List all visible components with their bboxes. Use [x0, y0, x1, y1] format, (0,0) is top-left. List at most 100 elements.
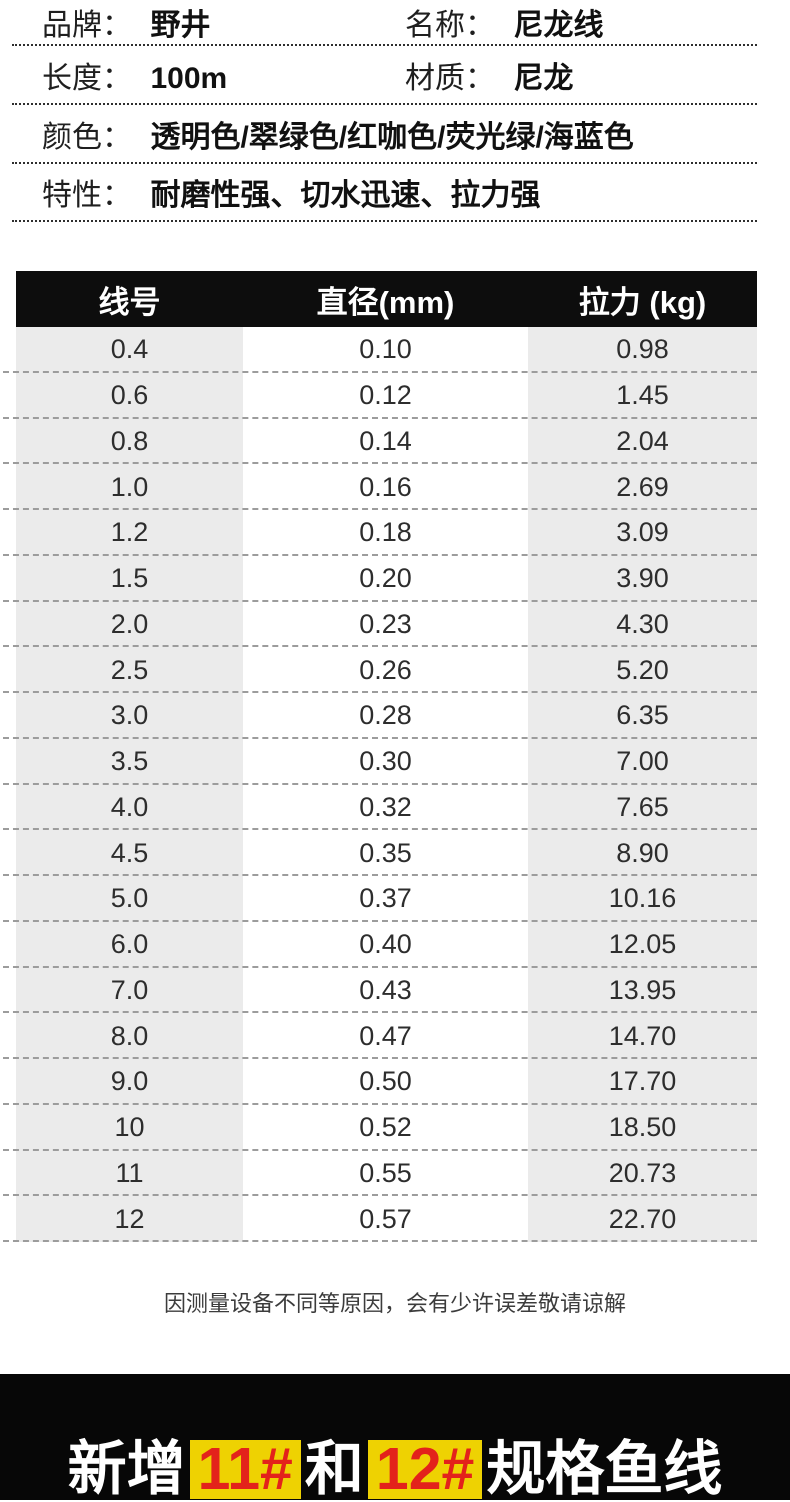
- cell-strength: 5.20: [528, 647, 757, 693]
- cell-strength: 12.05: [528, 921, 757, 968]
- banner-segment-highlight-11: 11#: [189, 1440, 301, 1499]
- cell-strength: 2.04: [528, 418, 757, 465]
- cell-strength: 14.70: [528, 1013, 757, 1059]
- cell-diameter: 0.37: [243, 876, 528, 922]
- banner-segment: 规格鱼线: [486, 1436, 723, 1502]
- cell-strength: 3.90: [528, 555, 757, 602]
- table-row: 0.4 0.10 0.98: [3, 327, 757, 373]
- material-value: 尼龙: [513, 61, 574, 95]
- product-info-section: 品牌： 野井 名称： 尼龙线 长度： 100m 材质： 尼龙 颜色： 透明色/翠…: [0, 0, 790, 222]
- cell-diameter: 0.57: [243, 1196, 528, 1242]
- cell-line-number: 4.5: [16, 830, 243, 876]
- info-row-length-material: 长度： 100m 材质： 尼龙: [12, 46, 757, 105]
- cell-line-number: 1.2: [16, 510, 243, 556]
- material-label: 材质：: [405, 61, 495, 95]
- info-row-brand-name: 品牌： 野井 名称： 尼龙线: [12, 0, 757, 46]
- cell-strength: 22.70: [528, 1196, 757, 1242]
- cell-line-number: 3.0: [16, 693, 243, 739]
- table-row: 10 0.52 18.50: [3, 1104, 757, 1151]
- cell-diameter: 0.52: [243, 1104, 528, 1151]
- field-name: 名称： 尼龙线: [405, 0, 603, 44]
- cell-line-number: 1.5: [16, 555, 243, 602]
- cell-strength: 2.69: [528, 464, 757, 510]
- cell-strength: 4.30: [528, 601, 757, 648]
- table-row: 5.0 0.37 10.16: [3, 876, 757, 922]
- cell-strength: 17.70: [528, 1059, 757, 1105]
- cell-line-number: 2.5: [16, 647, 243, 693]
- header-line-number: 线号: [98, 284, 161, 320]
- cell-diameter: 0.23: [243, 601, 528, 648]
- table-row: 4.5 0.35 8.90: [3, 830, 757, 876]
- cell-line-number: 10: [16, 1104, 243, 1151]
- table-row: 3.5 0.30 7.00: [3, 738, 757, 785]
- table-row: 4.0 0.32 7.65: [3, 784, 757, 831]
- cell-diameter: 0.20: [243, 555, 528, 602]
- cell-diameter: 0.30: [243, 738, 528, 785]
- color-label: 颜色：: [42, 120, 132, 154]
- cell-strength: 3.09: [528, 510, 757, 556]
- banner-segment: 和: [304, 1436, 364, 1502]
- header-diameter: 直径(mm): [316, 284, 455, 320]
- field-color: 颜色： 透明色/翠绿色/红咖色/荧光绿/海蓝色: [42, 112, 634, 156]
- cell-strength: 6.35: [528, 693, 757, 739]
- cell-line-number: 7.0: [16, 967, 243, 1014]
- table-row: 0.6 0.12 1.45: [3, 372, 757, 419]
- name-label: 名称：: [405, 9, 495, 42]
- table-row: 0.8 0.14 2.04: [3, 418, 757, 465]
- cell-strength: 8.90: [528, 830, 757, 876]
- cell-diameter: 0.16: [243, 464, 528, 510]
- field-length: 长度： 100m: [42, 53, 227, 97]
- cell-diameter: 0.10: [243, 327, 528, 373]
- table-row: 1.5 0.20 3.90: [3, 555, 757, 602]
- table-row: 6.0 0.40 12.05: [3, 921, 757, 968]
- table-row: 2.5 0.26 5.20: [3, 647, 757, 693]
- table-row: 11 0.55 20.73: [3, 1150, 757, 1197]
- cell-strength: 1.45: [528, 372, 757, 419]
- cell-strength: 20.73: [528, 1150, 757, 1197]
- table-row: 1.0 0.16 2.69: [3, 464, 757, 510]
- cell-line-number: 0.6: [16, 372, 243, 419]
- info-row-features: 特性： 耐磨性强、切水迅速、拉力强: [12, 164, 757, 222]
- field-features: 特性： 耐磨性强、切水迅速、拉力强: [42, 170, 540, 214]
- cell-diameter: 0.47: [243, 1013, 528, 1059]
- cell-line-number: 4.0: [16, 784, 243, 831]
- table-row: 7.0 0.43 13.95: [3, 967, 757, 1014]
- cell-strength: 0.98: [528, 327, 757, 373]
- brand-label: 品牌：: [42, 9, 132, 42]
- table-row: 12 0.57 22.70: [3, 1196, 757, 1242]
- table-row: 1.2 0.18 3.09: [3, 510, 757, 556]
- features-label: 特性：: [42, 179, 132, 212]
- cell-strength: 18.50: [528, 1104, 757, 1151]
- field-brand: 品牌： 野井: [42, 0, 210, 44]
- cell-line-number: 0.8: [16, 418, 243, 465]
- bottom-banner: 新增 11# 和 12# 规格鱼线: [0, 1374, 790, 1500]
- length-value: 100m: [150, 61, 228, 95]
- table-row: 9.0 0.50 17.70: [3, 1059, 757, 1105]
- banner-segment-highlight-12: 12#: [367, 1440, 483, 1499]
- cell-diameter: 0.32: [243, 784, 528, 831]
- cell-line-number: 9.0: [16, 1059, 243, 1105]
- table-row: 3.0 0.28 6.35: [3, 693, 757, 739]
- field-material: 材质： 尼龙: [405, 53, 573, 97]
- cell-diameter: 0.43: [243, 967, 528, 1014]
- cell-diameter: 0.26: [243, 647, 528, 693]
- features-value: 耐磨性强、切水迅速、拉力强: [150, 179, 541, 212]
- banner-text: 新增 11# 和 12# 规格鱼线: [0, 1440, 790, 1499]
- cell-line-number: 11: [16, 1150, 243, 1197]
- cell-strength: 10.16: [528, 876, 757, 922]
- length-label: 长度：: [42, 61, 132, 95]
- cell-line-number: 2.0: [16, 601, 243, 648]
- cell-diameter: 0.28: [243, 693, 528, 739]
- cell-strength: 7.65: [528, 784, 757, 831]
- disclaimer-text: 因测量设备不同等原因，会有少许误差敬请谅解: [163, 1291, 626, 1316]
- name-value: 尼龙线: [513, 9, 604, 42]
- cell-strength: 13.95: [528, 967, 757, 1014]
- banner-segment: 新增: [67, 1436, 186, 1502]
- cell-diameter: 0.50: [243, 1059, 528, 1105]
- cell-diameter: 0.12: [243, 372, 528, 419]
- color-value: 透明色/翠绿色/红咖色/荧光绿/海蓝色: [150, 120, 634, 154]
- cell-diameter: 0.55: [243, 1150, 528, 1197]
- cell-line-number: 3.5: [16, 738, 243, 785]
- brand-value: 野井: [150, 9, 211, 42]
- spec-table-body: 0.4 0.10 0.98 0.6 0.12 1.45 0.8 0.14 2.04 1.0 0.16…: [3, 327, 757, 1242]
